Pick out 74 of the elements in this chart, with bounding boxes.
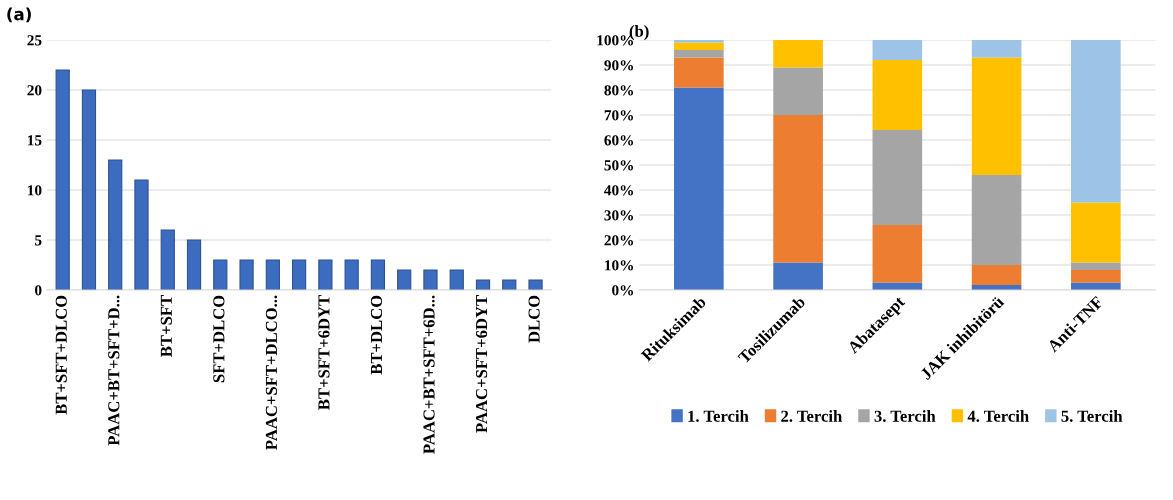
bar [397,269,412,290]
y-tick-label: 10% [605,260,633,271]
bar [1071,40,1121,203]
bar [773,262,823,290]
legend-label: 5. Tercih [1061,410,1123,422]
chart-title: (a) [7,7,31,23]
bar [872,130,923,225]
bar [971,175,1022,265]
y-tick-label: 50% [604,160,633,171]
y-tick-label: 15 [28,135,42,146]
legend-label: 3. Tercih [874,410,936,422]
y-tick-label: 80% [604,85,633,96]
y-tick-label: 90% [604,60,633,71]
bar [674,40,724,43]
y-tick-label: 0 [35,285,42,296]
bar [81,89,97,290]
y-tick-label: 70% [604,110,633,121]
bar [108,159,123,290]
bar [773,115,823,263]
bar [872,60,923,130]
bar [423,269,438,290]
bar [674,87,724,290]
y-tick-label: 30% [604,210,633,221]
bar [1071,270,1121,283]
bar [971,57,1022,175]
bar [1071,202,1121,263]
bar [160,229,175,290]
y-tick-label: 40% [604,185,633,196]
x-tick-label: BT+DLCO [370,295,383,375]
bar [239,259,254,290]
x-tick-label: BT+SFT+6DYT [318,295,330,410]
bar [1071,282,1121,290]
bar [186,239,202,290]
bar [291,259,307,290]
x-tick-label: PAAC+BT+SFT+6D... [423,295,435,454]
legend-label: 1. Tercih [688,410,749,422]
bar [872,40,923,60]
bar [344,259,359,290]
bar [475,279,491,290]
x-tick-label: BT+SFT+DLCO [55,295,67,415]
bar [971,265,1022,285]
y-tick-label: 0% [612,285,633,296]
bar [872,225,923,283]
x-tick-label: SFT+DLCO [213,295,225,383]
bar [134,179,149,290]
bar [674,42,724,50]
bar [872,282,923,290]
bar [1071,262,1121,270]
x-tick-label: PAAC+SFT+6DYT [475,295,488,433]
y-tick-label: 10 [28,185,42,196]
bar [318,259,333,290]
y-tick-label: 25 [27,35,42,46]
bar [674,50,724,58]
x-tick-label: PAAC+SFT+DLCO... [265,295,278,450]
x-tick-label: PAAC+BT+SFT+D... [108,295,120,446]
legend-label: 4. Tercih [967,410,1029,422]
legend-label: 2. Tercih [781,410,843,422]
bar [449,269,464,290]
y-tick-label: 20 [27,85,42,96]
y-tick-label: 5 [35,235,42,246]
x-tick-label: DLCO [528,295,540,343]
bar [773,40,823,68]
bar [55,69,70,290]
x-tick-label: BT+SFT [160,295,172,357]
bar [528,279,543,290]
bar [265,259,280,290]
bar [674,57,724,88]
y-tick-label: 20% [604,235,633,246]
bar [213,259,228,290]
bar [773,67,823,115]
bar [971,40,1022,58]
y-tick-label: 60% [604,135,633,146]
bar [370,259,386,290]
bar [502,279,517,290]
